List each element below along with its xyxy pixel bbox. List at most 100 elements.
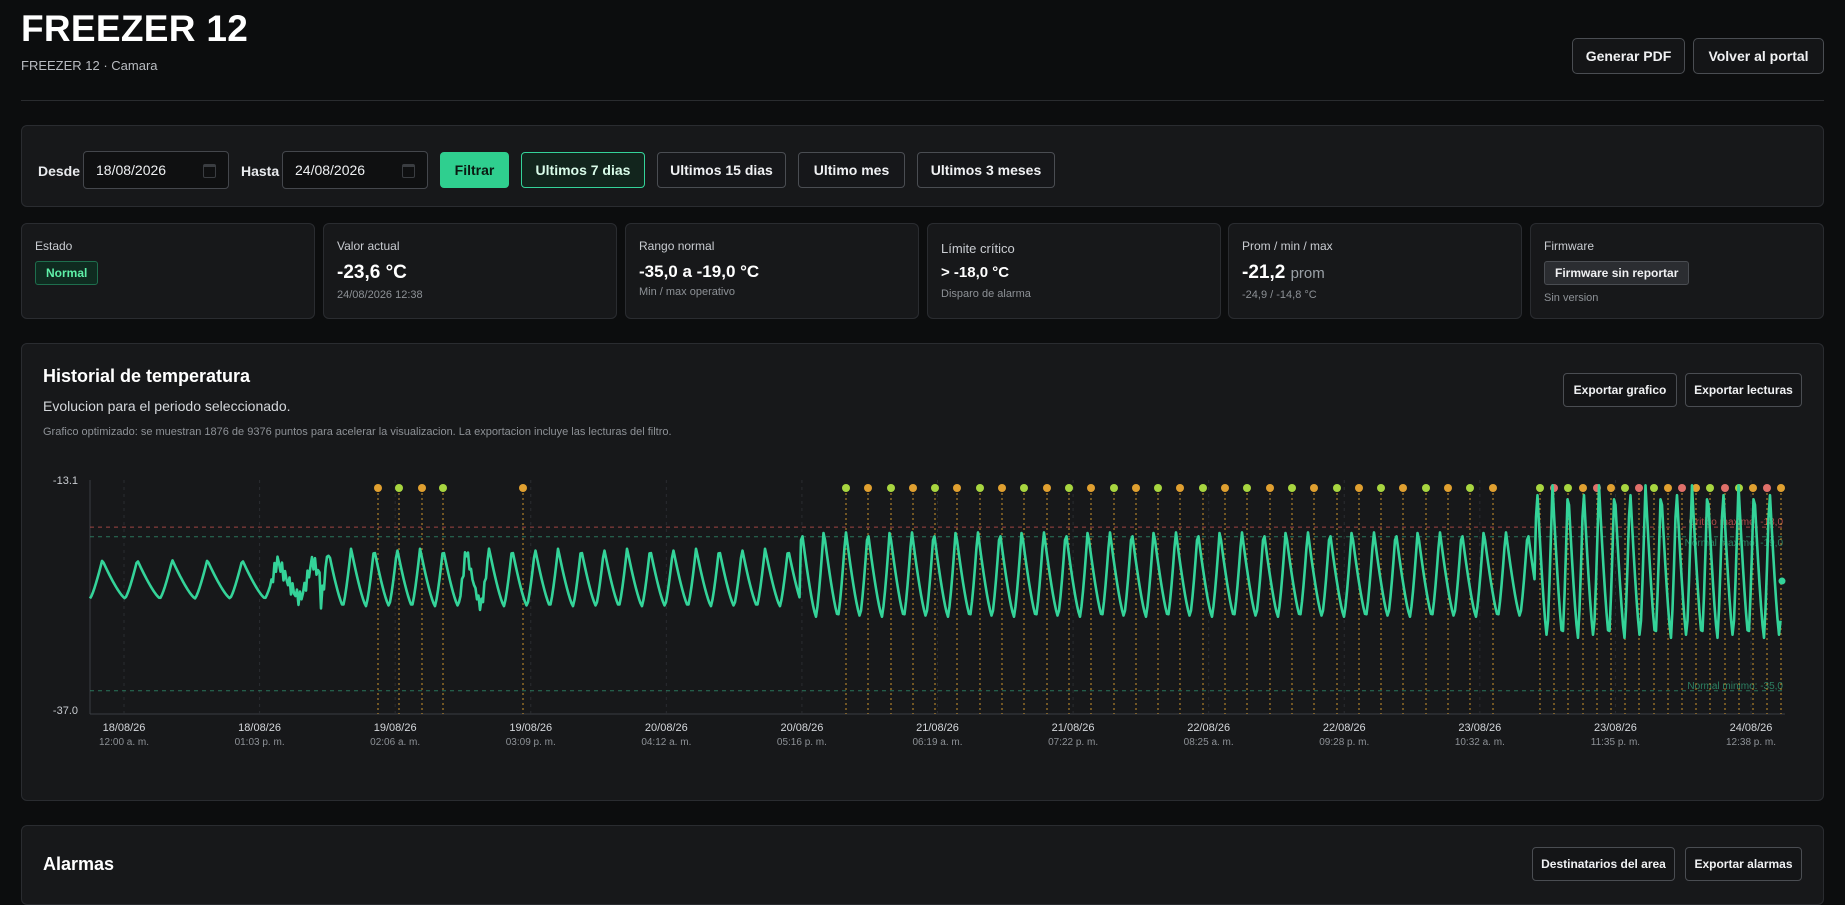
- alarm-marker-dot: [998, 484, 1006, 492]
- alarm-marker-dot: [1288, 484, 1296, 492]
- calendar-icon[interactable]: [203, 164, 216, 178]
- alarm-marker-dot: [1020, 484, 1028, 492]
- range-1-month-button[interactable]: Ultimo mes: [798, 152, 905, 188]
- alarm-marker-dot: [1310, 484, 1318, 492]
- range-15-days-button[interactable]: Ultimos 15 dias: [657, 152, 786, 188]
- card-label: Estado: [35, 239, 73, 253]
- card-label: Prom / min / max: [1242, 239, 1333, 253]
- from-date-input[interactable]: 18/08/2026: [83, 151, 229, 189]
- x-tick-date: 23/08/26: [1594, 722, 1637, 734]
- avg-min-max-card: Prom / min / max -21,2 prom -24,9 / -14,…: [1228, 223, 1522, 319]
- x-tick-time: 12:00 a. m.: [99, 737, 149, 748]
- critical-limit-value: > -18,0 °C: [941, 264, 1010, 281]
- page-title: FREEZER 12: [21, 8, 249, 49]
- alarm-marker-dot: [976, 484, 984, 492]
- firmware-card: Firmware Firmware sin reportar Sin versi…: [1530, 223, 1824, 319]
- alarm-marker-dot: [1087, 484, 1095, 492]
- page-header: FREEZER 12 FREEZER 12 · Camara: [21, 0, 1824, 101]
- alarm-marker-dot: [418, 484, 426, 492]
- alarm-marker-dot: [1721, 484, 1729, 492]
- page-subtitle: FREEZER 12 · Camara: [21, 58, 158, 73]
- area-recipients-button[interactable]: Destinatarios del area: [1532, 847, 1675, 881]
- alarm-marker-dot: [1110, 484, 1118, 492]
- x-tick-date: 23/08/26: [1458, 722, 1501, 734]
- alarm-marker-dot: [1132, 484, 1140, 492]
- card-label: Valor actual: [337, 239, 400, 253]
- alarm-marker-dot: [1678, 484, 1686, 492]
- x-tick-time: 08:25 a. m.: [1184, 737, 1234, 748]
- alarm-marker-dot: [439, 484, 447, 492]
- alarms-title: Alarmas: [43, 854, 115, 874]
- y-tick-label: -37.0: [53, 705, 78, 717]
- alarm-marker-dot: [1422, 484, 1430, 492]
- alarm-marker-dot: [1607, 484, 1615, 492]
- alarm-marker-dot: [1221, 484, 1229, 492]
- temperature-series-line: [88, 484, 1782, 640]
- history-note: Grafico optimizado: se muestran 1876 de …: [43, 426, 672, 438]
- current-value: -23,6 °C: [337, 262, 407, 283]
- filter-panel: Desde 18/08/2026 Hasta 24/08/2026: [21, 125, 1824, 207]
- normal-range-note: Min / max operativo: [639, 286, 735, 298]
- calendar-icon[interactable]: [402, 164, 415, 178]
- alarm-marker-dot: [1664, 484, 1672, 492]
- alarm-marker-dot: [1621, 484, 1629, 492]
- x-tick-date: 18/08/26: [103, 722, 146, 734]
- avg-suffix: prom: [1290, 265, 1325, 282]
- x-tick-date: 19/08/26: [374, 722, 417, 734]
- range-3-months-button[interactable]: Ultimos 3 meses: [917, 152, 1055, 188]
- alarm-marker-dot: [1692, 484, 1700, 492]
- x-tick-time: 01:03 p. m.: [235, 737, 285, 748]
- alarm-marker-dot: [1355, 484, 1363, 492]
- alarm-marker-dot: [931, 484, 939, 492]
- alarm-marker-dot: [1176, 484, 1184, 492]
- critical-limit-card: Límite crítico > -18,0 °C Disparo de ala…: [927, 223, 1221, 319]
- avg-value: -21,2 prom: [1242, 262, 1325, 284]
- alarm-marker-dot: [1749, 484, 1757, 492]
- alarm-marker-dot: [1763, 484, 1771, 492]
- x-tick-date: 20/08/26: [781, 722, 824, 734]
- x-tick-time: 12:38 p. m.: [1726, 737, 1776, 748]
- x-tick-time: 07:22 p. m.: [1048, 737, 1098, 748]
- to-label: Hasta: [241, 163, 280, 179]
- x-tick-date: 24/08/26: [1730, 722, 1773, 734]
- alarm-marker-dot: [909, 484, 917, 492]
- filter-button[interactable]: Filtrar: [440, 152, 509, 188]
- x-tick-time: 11:35 p. m.: [1591, 737, 1640, 748]
- alarm-marker-dot: [1377, 484, 1385, 492]
- alarm-marker-dot: [1243, 484, 1251, 492]
- alarm-marker-dot: [1777, 484, 1785, 492]
- from-label: Desde: [38, 163, 81, 179]
- alarm-marker-dot: [1043, 484, 1051, 492]
- alarm-marker-dot: [1065, 484, 1073, 492]
- to-date-input[interactable]: 24/08/2026: [282, 151, 428, 189]
- reference-line-label: Normal maximo: -19,0: [1685, 538, 1784, 549]
- generate-pdf-button[interactable]: Generar PDF: [1572, 38, 1685, 74]
- card-label: Límite crítico: [941, 241, 1015, 256]
- range-7-days-button[interactable]: Ultimos 7 dias: [521, 152, 645, 188]
- temperature-chart[interactable]: -13.1 -37.0 18/08/26 12:00 a. m. 18/08/26 01:…: [0, 0, 1845, 873]
- x-tick-date: 22/08/26: [1323, 722, 1366, 734]
- firmware-badge: Firmware sin reportar: [1544, 261, 1690, 285]
- x-tick-date: 21/08/26: [1052, 722, 1095, 734]
- last-reading-point: [1778, 577, 1786, 585]
- alarm-marker-dot: [953, 484, 961, 492]
- export-chart-button[interactable]: Exportar grafico: [1563, 373, 1677, 407]
- history-title: Historial de temperatura: [43, 366, 251, 386]
- current-value-timestamp: 24/08/2026 12:38: [337, 289, 423, 301]
- avg-number: -21,2: [1242, 262, 1286, 283]
- export-alarms-button[interactable]: Exportar alarmas: [1685, 847, 1802, 881]
- x-tick-time: 10:32 a. m.: [1455, 737, 1505, 748]
- export-readings-button[interactable]: Exportar lecturas: [1685, 373, 1802, 407]
- back-to-portal-button[interactable]: Volver al portal: [1693, 38, 1824, 74]
- x-tick-date: 21/08/26: [916, 722, 959, 734]
- x-tick-time: 09:28 p. m.: [1319, 737, 1369, 748]
- alarm-marker-dot: [1579, 484, 1587, 492]
- alarm-marker-dot: [1444, 484, 1452, 492]
- alarm-marker-dot: [842, 484, 850, 492]
- card-label: Firmware: [1544, 239, 1594, 253]
- reference-line-label: Critico maximo: -18,0: [1689, 517, 1784, 528]
- normal-range-value: -35,0 a -19,0 °C: [639, 262, 760, 281]
- alarm-marker-dot: [1564, 484, 1572, 492]
- critical-limit-note: Disparo de alarma: [941, 288, 1031, 300]
- alarm-marker-dot: [1536, 484, 1544, 492]
